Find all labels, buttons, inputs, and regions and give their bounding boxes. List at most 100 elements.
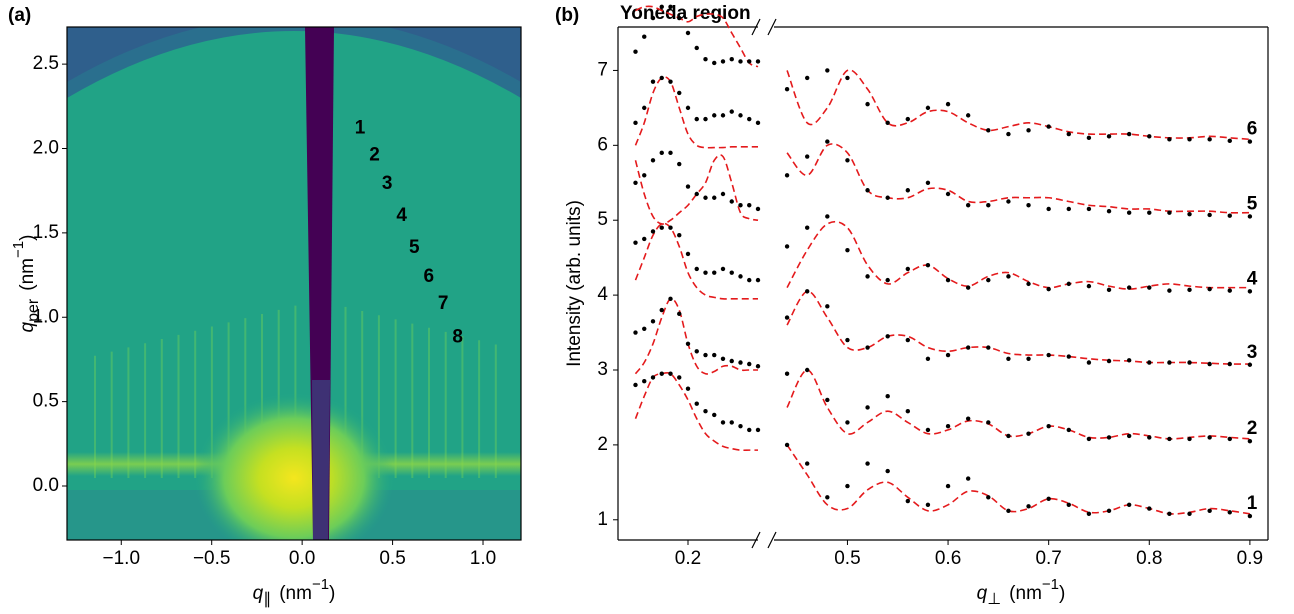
measured-point bbox=[668, 150, 673, 156]
y-axis-label: qper (nm−1) bbox=[10, 235, 42, 333]
y-axis-label-subscript: per bbox=[25, 298, 42, 322]
measured-point bbox=[650, 319, 656, 324]
measured-point bbox=[784, 371, 790, 376]
measured-point bbox=[784, 315, 790, 320]
measured-point bbox=[905, 266, 911, 272]
measured-point bbox=[720, 420, 726, 425]
measured-point bbox=[729, 57, 734, 62]
measured-point bbox=[1247, 438, 1253, 444]
measured-point bbox=[1126, 285, 1132, 290]
measured-point bbox=[650, 79, 656, 84]
fit-curve bbox=[786, 444, 1251, 515]
measured-point bbox=[633, 382, 638, 388]
x-axis-label-unit-close: ) bbox=[329, 583, 335, 604]
measured-point bbox=[729, 420, 734, 425]
x-tick-label: 1.0 bbox=[470, 548, 496, 569]
measured-point bbox=[659, 4, 664, 9]
measured-point bbox=[925, 105, 931, 111]
measured-point bbox=[738, 203, 743, 208]
fit-curve bbox=[786, 369, 1250, 440]
measured-point bbox=[1227, 436, 1232, 442]
fit-curve bbox=[634, 222, 758, 300]
measured-point bbox=[712, 352, 717, 358]
measured-point bbox=[729, 358, 734, 364]
measured-point bbox=[1106, 358, 1112, 364]
measured-point bbox=[805, 225, 810, 230]
measured-point bbox=[1006, 356, 1011, 361]
measured-point bbox=[650, 375, 656, 380]
curve-label: 5 bbox=[1247, 193, 1258, 214]
measured-point bbox=[642, 236, 647, 242]
measured-point bbox=[805, 367, 810, 373]
measured-point bbox=[986, 495, 991, 500]
measured-point bbox=[1247, 513, 1253, 519]
x-tick-label: −1.0 bbox=[103, 548, 141, 569]
measured-point bbox=[945, 483, 951, 489]
measured-point bbox=[1147, 435, 1152, 440]
measured-point bbox=[642, 173, 647, 178]
measured-point bbox=[1126, 131, 1132, 137]
measured-point bbox=[1086, 360, 1092, 365]
y-axis-label-unit-close: ) bbox=[17, 235, 38, 241]
x-tick-label: −0.5 bbox=[193, 548, 231, 569]
measured-point bbox=[1167, 436, 1172, 442]
curve-label: 2 bbox=[1247, 418, 1258, 439]
measured-point bbox=[650, 158, 656, 163]
measured-point bbox=[865, 274, 870, 279]
measured-point bbox=[712, 195, 717, 200]
y-tick-label: 2.5 bbox=[33, 53, 59, 74]
x-axis-label-symbol: q bbox=[977, 583, 988, 604]
curve-label: 1 bbox=[1247, 493, 1258, 514]
measured-point bbox=[1006, 433, 1011, 439]
measured-point bbox=[925, 262, 931, 268]
measured-point bbox=[694, 191, 699, 197]
measured-point bbox=[1187, 511, 1192, 516]
measured-point bbox=[1026, 203, 1031, 208]
measured-point bbox=[659, 75, 664, 81]
measured-point bbox=[642, 326, 647, 332]
measured-point bbox=[633, 180, 638, 185]
measured-point bbox=[925, 502, 931, 508]
measured-point bbox=[747, 116, 752, 122]
panel-label: (b) bbox=[555, 5, 579, 26]
measured-point bbox=[729, 109, 734, 114]
measured-point bbox=[1046, 352, 1051, 358]
measured-point bbox=[1006, 199, 1011, 204]
y-tick-label: 4 bbox=[597, 284, 608, 305]
peak-annotation: 7 bbox=[438, 293, 449, 314]
measured-point bbox=[668, 371, 673, 376]
measured-point bbox=[747, 427, 752, 433]
measured-point bbox=[659, 307, 664, 313]
measured-point bbox=[1066, 281, 1071, 287]
curve-label: 6 bbox=[1247, 119, 1258, 140]
measured-point bbox=[965, 476, 971, 481]
measured-point bbox=[703, 270, 708, 275]
measured-point bbox=[1026, 281, 1031, 287]
measured-point bbox=[1167, 288, 1172, 293]
peak-annotation: 1 bbox=[355, 117, 366, 138]
fit-curve bbox=[786, 220, 1250, 290]
x-axis-label: q∥ (nm−1) bbox=[253, 576, 336, 608]
measured-point bbox=[712, 270, 717, 275]
measured-point bbox=[685, 341, 691, 346]
measured-point bbox=[1147, 506, 1152, 511]
measured-point bbox=[905, 116, 911, 122]
measured-point bbox=[677, 90, 682, 96]
y-tick-label: 1.0 bbox=[33, 306, 59, 327]
measured-point bbox=[845, 483, 850, 489]
measured-point bbox=[1207, 286, 1212, 292]
measured-point bbox=[885, 120, 890, 126]
measured-point bbox=[1006, 508, 1011, 513]
measured-point bbox=[1066, 502, 1071, 508]
measured-point bbox=[1207, 212, 1212, 218]
x-tick-label: 0.2 bbox=[675, 548, 701, 569]
measured-point bbox=[1026, 504, 1031, 509]
x-tick-label: 0.8 bbox=[1136, 548, 1162, 569]
measured-point bbox=[1126, 210, 1132, 215]
measured-point bbox=[986, 277, 991, 283]
fit-curve bbox=[634, 76, 758, 149]
measured-point bbox=[712, 113, 717, 118]
measured-point bbox=[668, 296, 673, 302]
heatmap-image bbox=[67, 27, 521, 540]
measured-point bbox=[677, 161, 682, 167]
